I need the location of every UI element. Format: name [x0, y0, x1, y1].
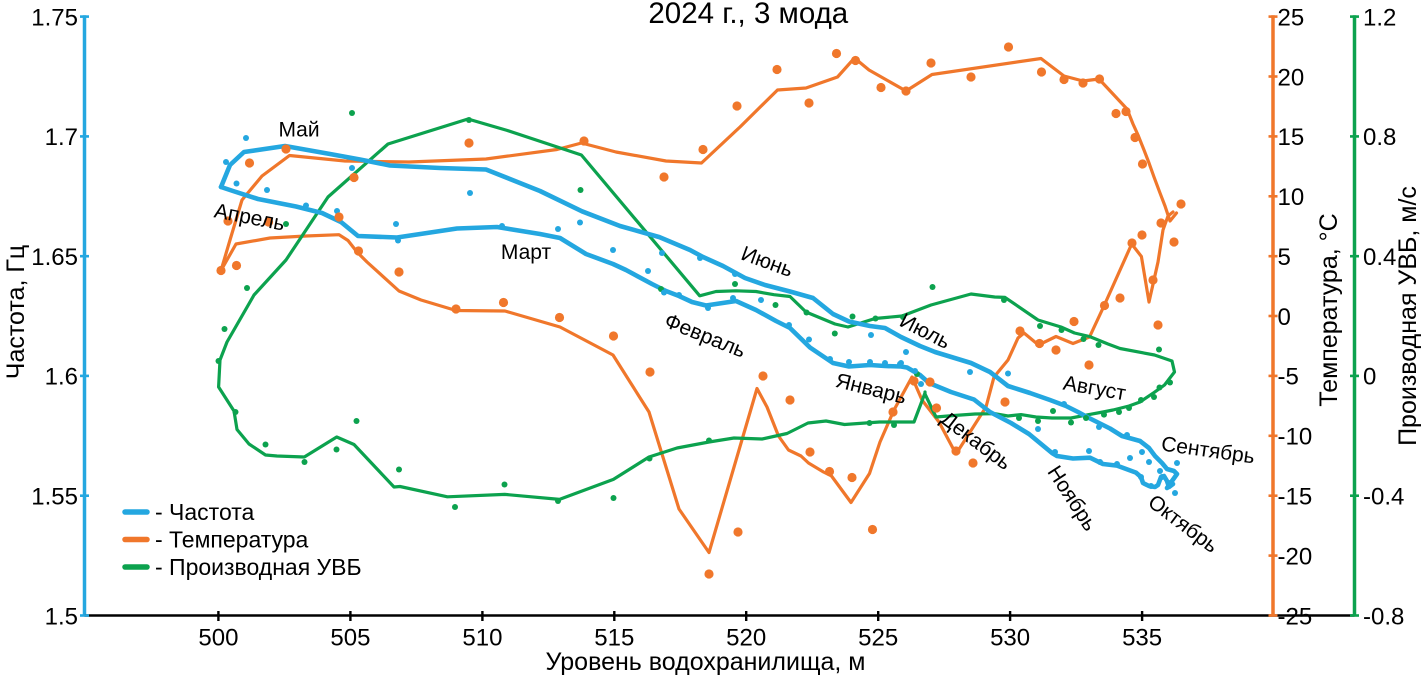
svg-text:-5: -5 [1278, 364, 1299, 391]
svg-text:1.5: 1.5 [45, 603, 78, 630]
svg-text:- Производная УВБ: - Производная УВБ [155, 554, 362, 580]
svg-text:15: 15 [1278, 124, 1305, 151]
svg-text:-0.4: -0.4 [1363, 484, 1404, 511]
svg-text:10: 10 [1278, 184, 1305, 211]
svg-text:530: 530 [990, 624, 1030, 651]
svg-text:0: 0 [1363, 364, 1376, 391]
svg-text:0: 0 [1278, 304, 1291, 331]
svg-text:Март: Март [501, 241, 552, 264]
svg-text:-0.8: -0.8 [1363, 603, 1404, 630]
svg-text:1.75: 1.75 [31, 4, 78, 31]
svg-text:2024 г., 3 мода: 2024 г., 3 мода [648, 0, 848, 30]
svg-text:515: 515 [594, 624, 634, 651]
svg-text:20: 20 [1278, 64, 1305, 91]
svg-text:5: 5 [1278, 244, 1291, 271]
svg-text:-20: -20 [1278, 543, 1313, 570]
svg-text:25: 25 [1278, 4, 1305, 31]
svg-text:-10: -10 [1278, 424, 1313, 451]
svg-text:-25: -25 [1278, 603, 1313, 630]
svg-text:Производная УВБ, м/с: Производная УВБ, м/с [1394, 186, 1422, 446]
svg-text:535: 535 [1122, 624, 1162, 651]
svg-text:- Частота: - Частота [155, 499, 255, 525]
svg-text:510: 510 [462, 624, 502, 651]
svg-text:Уровень водохранилища, м: Уровень водохранилища, м [546, 648, 866, 676]
svg-text:500: 500 [198, 624, 238, 651]
svg-text:Май: Май [278, 119, 319, 142]
svg-text:- Температура: - Температура [155, 527, 309, 553]
svg-text:Температура, °C: Температура, °C [1315, 213, 1343, 406]
svg-text:505: 505 [330, 624, 370, 651]
svg-text:1.7: 1.7 [45, 124, 78, 151]
svg-text:-15: -15 [1278, 484, 1313, 511]
svg-text:1.65: 1.65 [31, 244, 78, 271]
svg-text:525: 525 [858, 624, 898, 651]
svg-text:1.2: 1.2 [1363, 4, 1396, 31]
svg-text:1.6: 1.6 [45, 364, 78, 391]
svg-text:0.8: 0.8 [1363, 124, 1396, 151]
svg-text:Частота, Гц: Частота, Гц [2, 245, 30, 379]
svg-text:1.55: 1.55 [31, 484, 78, 511]
svg-text:520: 520 [726, 624, 766, 651]
svg-text:0.4: 0.4 [1363, 244, 1396, 271]
